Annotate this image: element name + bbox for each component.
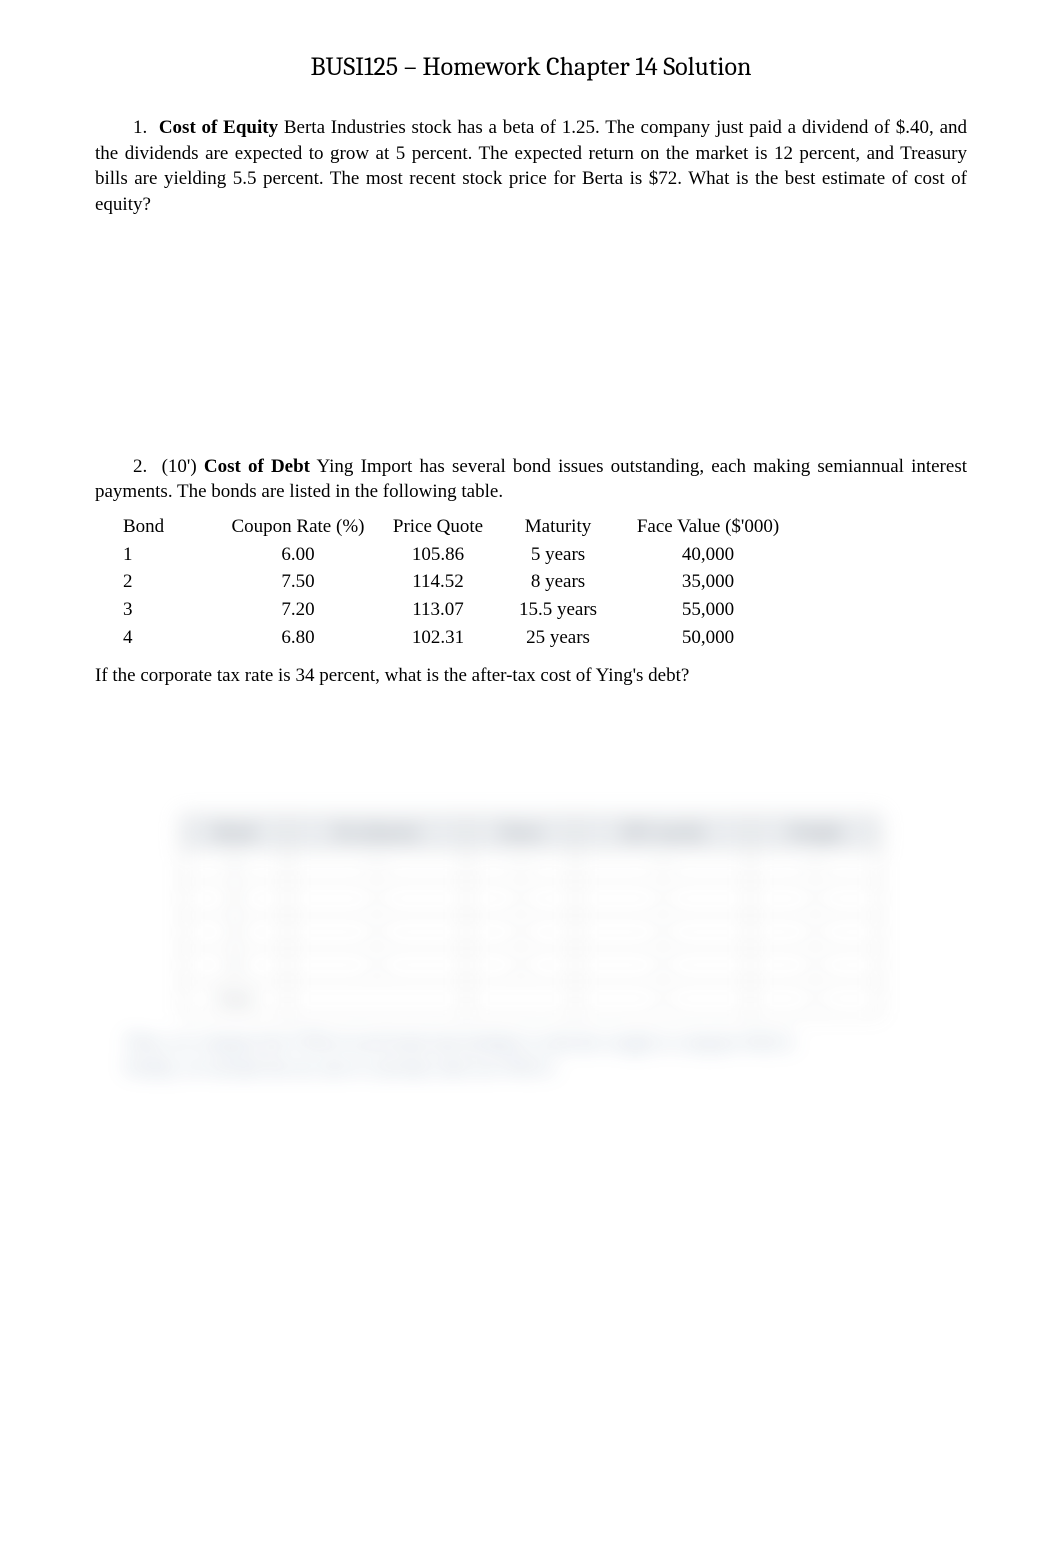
blurred-explanation-1: Then, we compute the YTM of each bond an… [95, 1030, 967, 1055]
cell-price: 113.07 [373, 596, 503, 624]
cell-maturity: 5 years [503, 541, 613, 569]
blur-header: Weight [750, 815, 880, 848]
blur-cell: — [750, 982, 880, 1015]
blur-cell: — [288, 882, 467, 915]
blur-cell: — [750, 849, 880, 882]
blur-cell: — [576, 982, 751, 1015]
blur-cell: — [288, 915, 467, 948]
cell-face: 50,000 [613, 624, 803, 652]
q2-points: (10') [162, 456, 197, 477]
q1-number: 1. [133, 117, 147, 138]
blur-cell: — [750, 948, 880, 981]
blur-cell: — [576, 915, 751, 948]
cell-price: 105.86 [373, 541, 503, 569]
table-header-row: Bond Coupon Rate (%) Price Quote Maturit… [123, 513, 803, 541]
header-face: Face Value ($'000) [613, 513, 803, 541]
blur-header: Po (Quote) [288, 815, 467, 848]
cell-coupon: 6.80 [223, 624, 373, 652]
question-1: 1. Cost of Equity Berta Industries stock… [95, 115, 967, 218]
cell-bond: 2 [123, 568, 223, 596]
table-row: 2 7.50 114.52 8 years 35,000 [123, 568, 803, 596]
blur-cell: — [576, 849, 751, 882]
blur-cell: — [288, 849, 467, 882]
blur-cell: — [576, 882, 751, 915]
blur-cell: 4 [182, 948, 288, 981]
blur-header: MV (each) [576, 815, 751, 848]
blur-header: Bond [182, 815, 288, 848]
blur-cell: — [466, 948, 575, 981]
cell-price: 102.31 [373, 624, 503, 652]
cell-bond: 1 [123, 541, 223, 569]
cell-face: 40,000 [613, 541, 803, 569]
q2-heading: Cost of Debt [204, 456, 310, 477]
header-bond: Bond [123, 513, 223, 541]
blur-cell [288, 982, 467, 1015]
q2-followup: If the corporate tax rate is 34 percent,… [95, 663, 967, 689]
cell-coupon: 7.50 [223, 568, 373, 596]
cell-face: 55,000 [613, 596, 803, 624]
blurred-table: Bond Po (Quote) Years MV (each) Weight 1… [181, 815, 881, 1016]
header-price: Price Quote [373, 513, 503, 541]
q2-number: 2. [133, 456, 147, 477]
blur-cell: — [466, 882, 575, 915]
header-coupon: Coupon Rate (%) [223, 513, 373, 541]
cell-price: 114.52 [373, 568, 503, 596]
table-row: 4 6.80 102.31 25 years 50,000 [123, 624, 803, 652]
blur-cell: 1 [182, 849, 288, 882]
question-2: 2. (10') Cost of Debt Ying Import has se… [95, 454, 967, 505]
cell-maturity: 25 years [503, 624, 613, 652]
cell-maturity: 8 years [503, 568, 613, 596]
blur-cell: 2 [182, 882, 288, 915]
page-title: BUSI125 – Homework Chapter 14 Solution [95, 50, 967, 85]
cell-bond: 4 [123, 624, 223, 652]
blur-header: Years [466, 815, 575, 848]
blur-cell: 3 [182, 915, 288, 948]
blur-cell: — [576, 948, 751, 981]
table-row: 3 7.20 113.07 15.5 years 55,000 [123, 596, 803, 624]
blur-cell: — [750, 915, 880, 948]
bond-table: Bond Coupon Rate (%) Price Quote Maturit… [123, 513, 803, 651]
q1-heading: Cost of Equity [159, 117, 278, 138]
blur-cell: — [466, 849, 575, 882]
table-row: 1 6.00 105.86 5 years 40,000 [123, 541, 803, 569]
blurred-solution: Bond Po (Quote) Years MV (each) Weight 1… [95, 815, 967, 1080]
cell-coupon: 7.20 [223, 596, 373, 624]
cell-face: 35,000 [613, 568, 803, 596]
blur-cell: — [750, 882, 880, 915]
blurred-explanation-2: Finally, we include the tax rate to calc… [95, 1055, 967, 1080]
cell-coupon: 6.00 [223, 541, 373, 569]
cell-maturity: 15.5 years [503, 596, 613, 624]
cell-bond: 3 [123, 596, 223, 624]
blur-cell: — [288, 948, 467, 981]
header-maturity: Maturity [503, 513, 613, 541]
blur-cell: — [466, 915, 575, 948]
blur-cell: Total [182, 982, 288, 1015]
blur-cell [466, 982, 575, 1015]
